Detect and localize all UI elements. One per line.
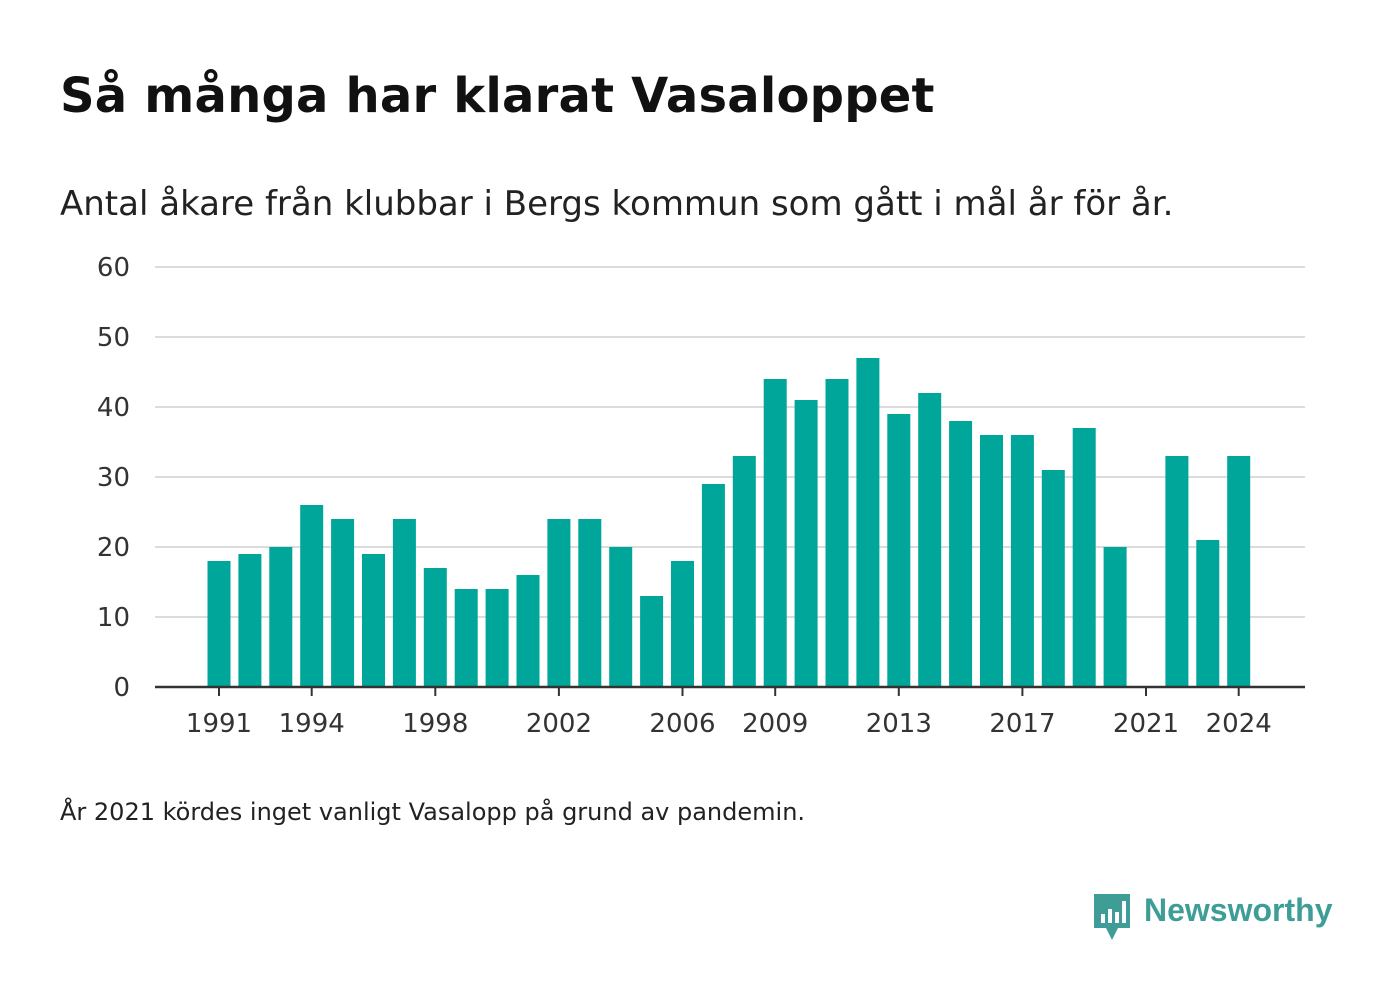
bar-2006 [671, 561, 694, 687]
bar-2009 [763, 379, 787, 687]
bar-1996 [362, 554, 385, 687]
bar-2014 [918, 393, 942, 687]
bar-1992 [238, 554, 262, 687]
y-tick-label: 0 [113, 673, 130, 703]
x-tick-label: 2002 [526, 709, 592, 739]
bar-2011 [825, 379, 849, 687]
x-tick-label: 2006 [649, 709, 715, 739]
y-tick-label: 30 [97, 463, 130, 493]
bar-chart: 0 10 20 30 40 50 60 1991 1994 1998 2002 2006 2009 201… [97, 253, 1305, 739]
x-tick-label: 1998 [402, 709, 468, 739]
x-tick-label: 2013 [866, 709, 932, 739]
bar-1997 [392, 519, 416, 687]
bar-1991 [207, 561, 231, 687]
bar-2015 [949, 421, 973, 687]
bar-1995 [331, 519, 355, 687]
x-tick-label: 2021 [1113, 709, 1179, 739]
bar-2010 [794, 400, 818, 687]
y-tick-label: 50 [97, 323, 130, 353]
bar-1993 [269, 547, 293, 687]
bar-2024 [1227, 456, 1251, 687]
bar-1994 [300, 505, 324, 687]
bar-2022 [1165, 456, 1189, 687]
bar-2020 [1103, 547, 1127, 687]
bar-2013 [887, 414, 911, 687]
bar-2017 [1010, 435, 1034, 687]
bar-2004 [609, 547, 633, 687]
bar-2019 [1072, 428, 1096, 687]
bar-2001 [516, 575, 540, 687]
x-tick-label: 2009 [742, 709, 808, 739]
y-tick-label: 20 [97, 533, 130, 563]
brand-name: Newsworthy [1144, 892, 1333, 928]
bar-2023 [1196, 540, 1220, 687]
x-tick-label: 2017 [989, 709, 1055, 739]
y-tick-label: 60 [97, 253, 130, 283]
y-tick-label: 10 [97, 603, 130, 633]
x-tick-label: 2024 [1206, 709, 1272, 739]
x-tick-label: 1991 [186, 709, 252, 739]
bar-1999 [454, 589, 478, 687]
brand-logo: Newsworthy [1092, 890, 1352, 942]
bar-2012 [856, 358, 880, 687]
bar-2018 [1041, 470, 1065, 687]
footnote: År 2021 kördes inget vanligt Vasalopp på… [60, 798, 806, 826]
x-tick-label: 1994 [279, 709, 345, 739]
bar-2005 [640, 596, 664, 687]
bar-2003 [578, 519, 602, 687]
bar-1998 [423, 568, 447, 687]
bar-2008 [732, 456, 756, 687]
bar-2000 [485, 589, 509, 687]
newsworthy-logo-icon [1094, 894, 1130, 940]
chart-title: Så många har klarat Vasaloppet [60, 68, 935, 124]
bar-2016 [980, 435, 1003, 687]
bar-2002 [547, 519, 571, 687]
chart-subtitle: Antal åkare från klubbar i Bergs kommun … [60, 184, 1174, 224]
y-tick-label: 40 [97, 393, 130, 423]
bar-2007 [701, 484, 725, 687]
